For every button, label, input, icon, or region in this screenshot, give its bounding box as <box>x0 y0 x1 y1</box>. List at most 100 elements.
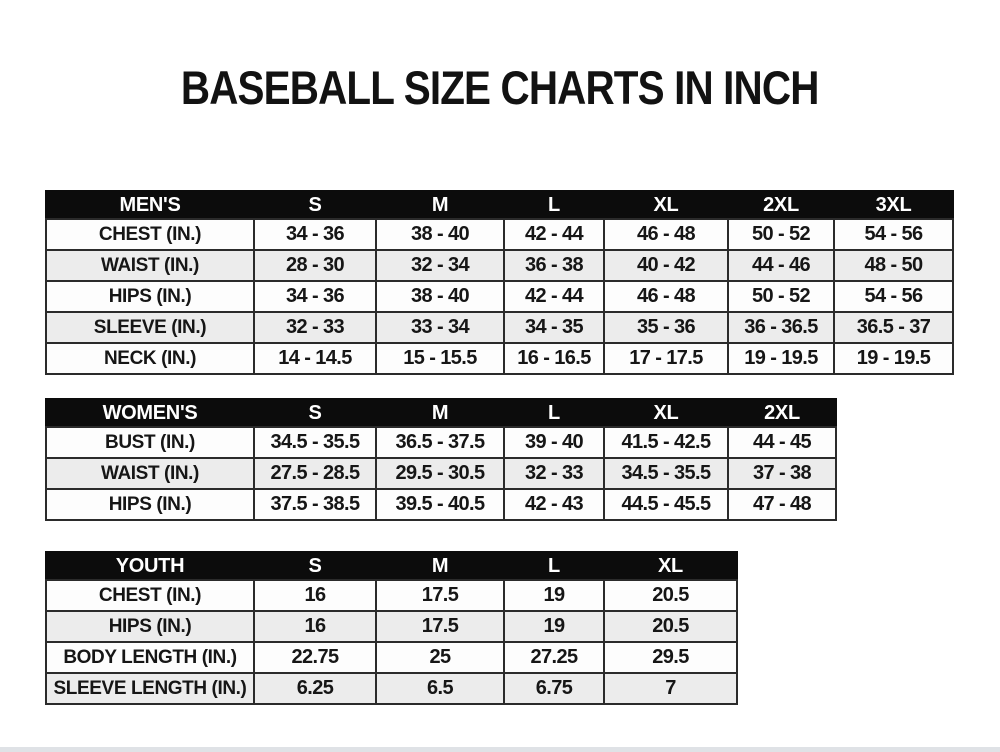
size-value-cell: 17.5 <box>375 579 505 612</box>
size-value-cell: 27.5 - 28.5 <box>253 457 377 490</box>
size-value-cell: 40 - 42 <box>603 249 729 282</box>
size-value-cell: 20.5 <box>603 610 738 643</box>
size-value-cell: 38 - 40 <box>375 218 505 251</box>
size-value-cell: 39.5 - 40.5 <box>375 488 505 521</box>
size-value-cell: 46 - 48 <box>603 218 729 251</box>
row-label: BODY LENGTH (IN.) <box>45 641 255 674</box>
size-value-cell: 6.5 <box>375 672 505 705</box>
table-row: BODY LENGTH (IN.) 22.75 25 27.25 29.5 <box>45 641 738 674</box>
row-label: WAIST (IN.) <box>45 457 255 490</box>
table-row: HIPS (IN.) 34 - 36 38 - 40 42 - 44 46 - 48 50… <box>45 280 954 313</box>
size-value-cell: 44.5 - 45.5 <box>603 488 729 521</box>
column-header-l: L <box>503 551 605 581</box>
womens-table-title: WOMEN'S <box>45 398 255 428</box>
row-label: HIPS (IN.) <box>45 280 255 313</box>
size-value-cell: 22.75 <box>253 641 377 674</box>
size-value-cell: 6.25 <box>253 672 377 705</box>
size-value-cell: 42 - 44 <box>503 280 605 313</box>
size-value-cell: 7 <box>603 672 738 705</box>
row-label: HIPS (IN.) <box>45 610 255 643</box>
row-label: BUST (IN.) <box>45 426 255 459</box>
mens-header-row: MEN'S S M L XL 2XL 3XL <box>45 190 954 220</box>
size-value-cell: 19 - 19.5 <box>727 342 835 375</box>
column-header-l: L <box>503 190 605 220</box>
column-header-m: M <box>375 398 505 428</box>
size-value-cell: 32 - 33 <box>503 457 605 490</box>
size-value-cell: 41.5 - 42.5 <box>603 426 729 459</box>
size-value-cell: 47 - 48 <box>727 488 837 521</box>
size-value-cell: 48 - 50 <box>833 249 954 282</box>
size-value-cell: 33 - 34 <box>375 311 505 344</box>
size-value-cell: 16 - 16.5 <box>503 342 605 375</box>
size-value-cell: 44 - 46 <box>727 249 835 282</box>
size-value-cell: 36 - 36.5 <box>727 311 835 344</box>
row-label: SLEEVE LENGTH (IN.) <box>45 672 255 705</box>
size-value-cell: 28 - 30 <box>253 249 377 282</box>
size-value-cell: 39 - 40 <box>503 426 605 459</box>
size-value-cell: 54 - 56 <box>833 218 954 251</box>
table-row: CHEST (IN.) 34 - 36 38 - 40 42 - 44 46 - 48 5… <box>45 218 954 251</box>
size-value-cell: 16 <box>253 579 377 612</box>
mens-size-table: MEN'S S M L XL 2XL 3XL CHEST (IN.) 34 - 36 38 - 4… <box>45 190 954 375</box>
size-value-cell: 37 - 38 <box>727 457 837 490</box>
column-header-2xl: 2XL <box>727 398 837 428</box>
size-value-cell: 42 - 44 <box>503 218 605 251</box>
row-label: CHEST (IN.) <box>45 218 255 251</box>
youth-table-title: YOUTH <box>45 551 255 581</box>
mens-table-title: MEN'S <box>45 190 255 220</box>
size-value-cell: 36.5 - 37 <box>833 311 954 344</box>
size-value-cell: 34 - 36 <box>253 280 377 313</box>
youth-size-table: YOUTH S M L XL CHEST (IN.) 16 17.5 19 20.5 HIPS (I… <box>45 551 738 705</box>
table-row: SLEEVE LENGTH (IN.) 6.25 6.5 6.75 7 <box>45 672 738 705</box>
table-row: SLEEVE (IN.) 32 - 33 33 - 34 34 - 35 35 - 36… <box>45 311 954 344</box>
size-value-cell: 50 - 52 <box>727 218 835 251</box>
row-label: NECK (IN.) <box>45 342 255 375</box>
size-value-cell: 20.5 <box>603 579 738 612</box>
column-header-m: M <box>375 551 505 581</box>
size-value-cell: 34 - 35 <box>503 311 605 344</box>
size-value-cell: 14 - 14.5 <box>253 342 377 375</box>
size-value-cell: 19 - 19.5 <box>833 342 954 375</box>
column-header-l: L <box>503 398 605 428</box>
size-value-cell: 29.5 - 30.5 <box>375 457 505 490</box>
size-value-cell: 42 - 43 <box>503 488 605 521</box>
size-value-cell: 15 - 15.5 <box>375 342 505 375</box>
size-value-cell: 19 <box>503 579 605 612</box>
size-value-cell: 25 <box>375 641 505 674</box>
size-value-cell: 27.25 <box>503 641 605 674</box>
size-value-cell: 29.5 <box>603 641 738 674</box>
size-value-cell: 54 - 56 <box>833 280 954 313</box>
size-value-cell: 46 - 48 <box>603 280 729 313</box>
column-header-2xl: 2XL <box>727 190 835 220</box>
size-value-cell: 16 <box>253 610 377 643</box>
size-value-cell: 32 - 33 <box>253 311 377 344</box>
table-row: HIPS (IN.) 16 17.5 19 20.5 <box>45 610 738 643</box>
womens-size-table: WOMEN'S S M L XL 2XL BUST (IN.) 34.5 - 35.5 36.5… <box>45 398 837 521</box>
size-value-cell: 34.5 - 35.5 <box>603 457 729 490</box>
size-value-cell: 37.5 - 38.5 <box>253 488 377 521</box>
size-value-cell: 19 <box>503 610 605 643</box>
row-label: WAIST (IN.) <box>45 249 255 282</box>
table-row: WAIST (IN.) 28 - 30 32 - 34 36 - 38 40 - 42 4… <box>45 249 954 282</box>
table-row: NECK (IN.) 14 - 14.5 15 - 15.5 16 - 16.5 17 … <box>45 342 954 375</box>
column-header-xl: XL <box>603 551 738 581</box>
table-row: WAIST (IN.) 27.5 - 28.5 29.5 - 30.5 32 - 33… <box>45 457 837 490</box>
size-value-cell: 34 - 36 <box>253 218 377 251</box>
page-title-text: BASEBALL SIZE CHARTS IN INCH <box>181 61 820 114</box>
column-header-s: S <box>253 398 377 428</box>
size-value-cell: 50 - 52 <box>727 280 835 313</box>
size-value-cell: 35 - 36 <box>603 311 729 344</box>
size-value-cell: 34.5 - 35.5 <box>253 426 377 459</box>
column-header-s: S <box>253 190 377 220</box>
size-value-cell: 38 - 40 <box>375 280 505 313</box>
row-label: SLEEVE (IN.) <box>45 311 255 344</box>
column-header-3xl: 3XL <box>833 190 954 220</box>
size-value-cell: 36.5 - 37.5 <box>375 426 505 459</box>
row-label: HIPS (IN.) <box>45 488 255 521</box>
row-label: CHEST (IN.) <box>45 579 255 612</box>
table-row: CHEST (IN.) 16 17.5 19 20.5 <box>45 579 738 612</box>
size-value-cell: 44 - 45 <box>727 426 837 459</box>
column-header-xl: XL <box>603 398 729 428</box>
table-row: HIPS (IN.) 37.5 - 38.5 39.5 - 40.5 42 - 43 4… <box>45 488 837 521</box>
